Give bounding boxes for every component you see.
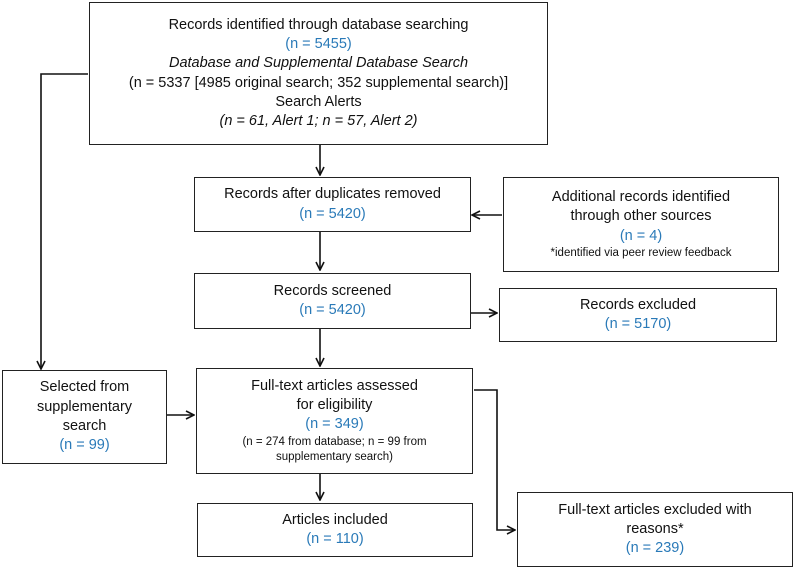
additional-records-title-2: through other sources bbox=[570, 208, 712, 225]
fulltext-note-2: supplementary search) bbox=[276, 450, 393, 463]
supplementary-count: (n = 99) bbox=[59, 437, 110, 454]
records-identified-count: (n = 5455) bbox=[285, 35, 352, 52]
search-alerts-count: (n = 61, Alert 1; n = 57, Alert 2) bbox=[219, 113, 418, 130]
fulltext-excluded-title-2: reasons* bbox=[626, 520, 684, 537]
arrow-identified-to-supplementary bbox=[41, 73, 88, 369]
fulltext-title-2: for eligibility bbox=[296, 397, 373, 414]
additional-records-title-1: Additional records identified bbox=[551, 188, 731, 205]
database-search-count: (n = 5337 [4985 original search; 352 sup… bbox=[128, 74, 509, 91]
records-screened-count: (n = 5420) bbox=[299, 302, 366, 318]
fulltext-excluded-count: (n = 239) bbox=[625, 540, 685, 557]
fulltext-count: (n = 349) bbox=[305, 416, 364, 433]
supplementary-search-box: Selected from supplementary search (n = … bbox=[2, 370, 167, 464]
additional-records-note: *identified via peer review feedback bbox=[550, 246, 732, 259]
records-excluded-title: Records excluded bbox=[579, 296, 697, 313]
supplementary-line-3: search bbox=[62, 418, 107, 434]
duplicates-removed-count: (n = 5420) bbox=[299, 205, 366, 222]
records-identified-box: Records identified through database sear… bbox=[89, 2, 548, 145]
fulltext-excluded-box: Full-text articles excluded with reasons… bbox=[517, 492, 793, 567]
records-excluded-count: (n = 5170) bbox=[604, 316, 672, 332]
arrow-fulltext-to-ft-excluded bbox=[474, 389, 515, 530]
fulltext-excluded-title-1: Full-text articles excluded with bbox=[558, 501, 752, 518]
additional-records-count: (n = 4) bbox=[619, 227, 663, 244]
additional-records-box: Additional records identified through ot… bbox=[503, 177, 779, 272]
duplicates-removed-box: Records after duplicates removed (n = 54… bbox=[194, 177, 471, 232]
records-identified-title: Records identified through database sear… bbox=[168, 16, 469, 33]
articles-included-title: Articles included bbox=[282, 511, 388, 528]
records-excluded-box: Records excluded (n = 5170) bbox=[499, 288, 777, 342]
records-screened-title: Records screened bbox=[273, 282, 392, 299]
duplicates-removed-title: Records after duplicates removed bbox=[224, 186, 441, 203]
fulltext-assessed-box: Full-text articles assessed for eligibil… bbox=[196, 368, 473, 474]
supplementary-line-2: supplementary bbox=[36, 398, 133, 415]
fulltext-note-1: (n = 274 from database; n = 99 from bbox=[242, 435, 427, 448]
fulltext-title-1: Full-text articles assessed bbox=[251, 377, 418, 394]
supplementary-line-1: Selected from bbox=[39, 379, 130, 396]
articles-included-box: Articles included (n = 110) bbox=[197, 503, 473, 557]
articles-included-count: (n = 110) bbox=[306, 531, 364, 547]
records-screened-box: Records screened (n = 5420) bbox=[194, 273, 471, 329]
search-alerts-title: Search Alerts bbox=[275, 93, 362, 110]
database-search-title: Database and Supplemental Database Searc… bbox=[168, 55, 469, 72]
